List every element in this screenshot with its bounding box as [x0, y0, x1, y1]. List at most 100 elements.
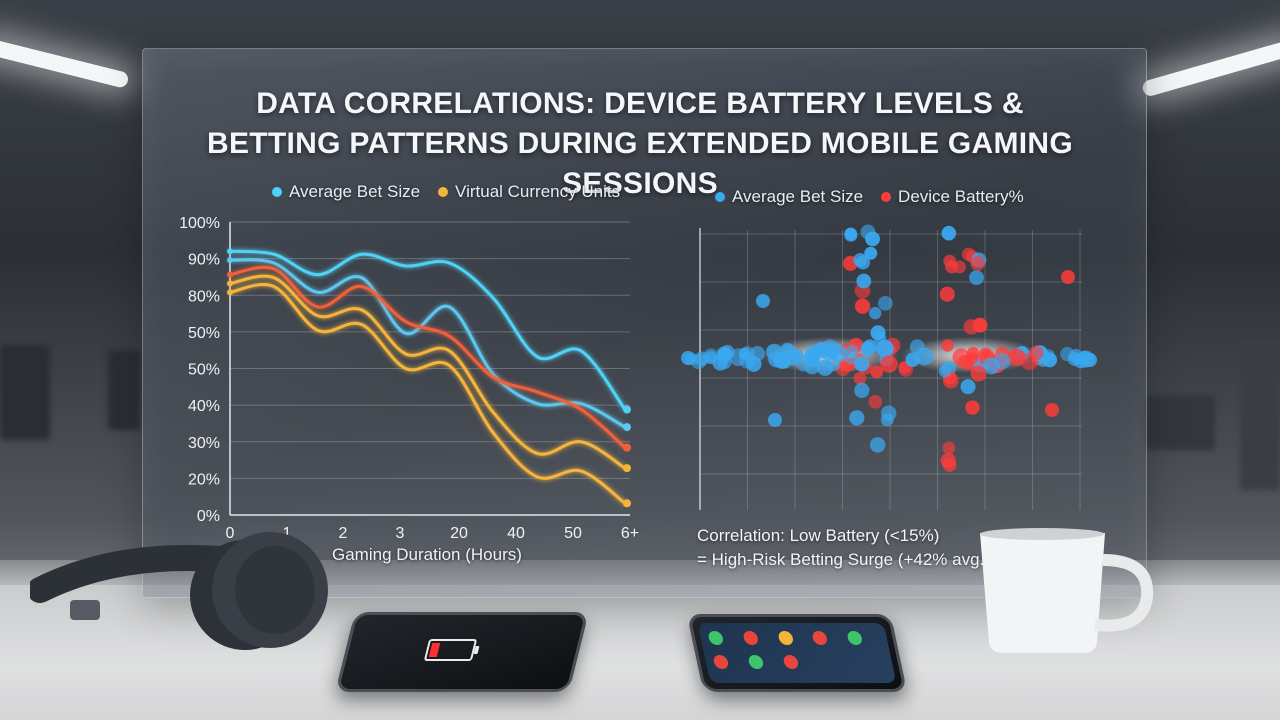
series-line	[228, 258, 627, 429]
scatter-point	[941, 339, 954, 352]
scatter-point	[1061, 270, 1075, 284]
scatter-point	[854, 382, 870, 398]
y-tick-label: 50%	[188, 362, 220, 379]
scatter-point	[869, 437, 886, 453]
scatter-point	[825, 356, 841, 372]
scatter-point	[969, 270, 984, 286]
y-tick-label: 80%	[188, 288, 220, 305]
scatter-point	[756, 294, 770, 308]
scatter-point	[905, 352, 920, 368]
scatter-point	[939, 286, 955, 302]
scatter-point	[877, 296, 893, 311]
chip-icon	[776, 631, 794, 645]
scatter-point	[681, 351, 695, 365]
scatter-point	[719, 344, 735, 360]
x-tick-label: 50	[564, 525, 582, 542]
scatter-point	[865, 231, 880, 247]
scatter-point	[853, 371, 867, 385]
legend-item-device-battery: Device Battery%	[881, 187, 1024, 207]
scatter-point	[965, 400, 980, 415]
phone-betting-app	[686, 614, 908, 692]
background-monitor-right	[1145, 395, 1215, 450]
scatter-point	[940, 452, 956, 469]
x-tick-label: 6+	[621, 525, 639, 542]
scatter-point	[1060, 347, 1075, 362]
series-start-point	[227, 257, 233, 264]
y-tick-label: 90%	[188, 252, 220, 269]
legend-dot-device-battery	[881, 192, 892, 202]
y-tick-label: 100%	[179, 215, 220, 232]
scatter-point	[938, 364, 952, 378]
annotation-line-1: Correlation: Low Battery (<15%)	[697, 526, 940, 545]
y-tick-label: 40%	[188, 398, 220, 415]
scatter-point	[768, 413, 782, 427]
y-tick-label: 30%	[188, 435, 220, 452]
legend-label-device-battery: Device Battery%	[898, 187, 1024, 206]
series-start-point	[227, 289, 233, 296]
headphones	[30, 532, 328, 650]
annotation-line-2: = High-Risk Betting Surge (+42% avg. wag…	[697, 550, 1041, 569]
chip-icon	[747, 655, 765, 669]
x-tick-label: 3	[396, 525, 405, 542]
line-chart-grid	[230, 221, 630, 479]
scatter-point	[880, 405, 897, 421]
scatter-point	[880, 355, 898, 373]
line-chart-legend: Average Bet Size Virtual Currency Units	[272, 182, 620, 202]
scatter-point	[909, 339, 925, 355]
scatter-point	[942, 441, 956, 455]
legend-dot-bet-size	[272, 187, 282, 197]
series-line	[228, 265, 627, 450]
scatter-point	[768, 351, 785, 368]
line-chart-x-ticks: 0 1 2 3 20 40 50 6+	[226, 525, 640, 542]
background-cabinet-right	[1240, 340, 1280, 490]
x-tick-label: 0	[226, 525, 235, 542]
legend-dot-virtual-currency	[438, 187, 449, 197]
chip-icon	[707, 631, 725, 645]
scatter-point	[864, 246, 878, 260]
background-monitor-left-2	[108, 350, 140, 430]
chip-icon	[846, 631, 864, 645]
scatter-point	[856, 273, 872, 289]
scatter-point	[807, 354, 821, 367]
x-tick-label: 40	[507, 525, 525, 542]
chip-icon	[742, 631, 760, 645]
coffee-mug	[980, 528, 1154, 653]
scatter-point	[849, 410, 865, 426]
series-end-point	[623, 464, 631, 473]
line-chart-y-ticks: 0% 20% 30% 40% 50% 50% 80% 90% 100%	[179, 215, 220, 525]
scatter-point	[943, 254, 957, 268]
scatter-point	[868, 394, 883, 409]
scatter-point	[958, 354, 974, 370]
series-end-point	[623, 405, 631, 414]
battery-low-icon	[423, 639, 478, 661]
series-start-point	[227, 271, 233, 278]
x-tick-label: 1	[283, 525, 292, 542]
scatter-point	[854, 356, 870, 372]
series-start-point	[227, 248, 233, 255]
scatter-point	[1008, 348, 1026, 367]
correlation-annotation: Correlation: Low Battery (<15%) = High-R…	[697, 524, 1041, 572]
scatter-point	[970, 365, 987, 382]
line-chart-x-axis-title: Gaming Duration (Hours)	[332, 545, 522, 564]
scatter-point	[814, 341, 829, 357]
scatter-point	[960, 379, 976, 395]
y-tick-label: 50%	[188, 325, 220, 342]
series-end-point	[623, 423, 631, 432]
scatter-point	[970, 256, 986, 271]
line-chart: 0% 20% 30% 40% 50% 50% 80% 90% 100% 0 1 2 3 20 40 50 6+	[179, 215, 639, 542]
phone-low-battery	[335, 612, 589, 692]
y-tick-label: 20%	[188, 471, 220, 488]
scatter-point	[740, 346, 755, 361]
series-line	[228, 249, 627, 412]
scatter-point	[704, 351, 718, 365]
series-start-point	[227, 280, 233, 287]
legend-label-scatter-bet-size: Average Bet Size	[732, 187, 864, 206]
scatter-chart-points	[681, 224, 1097, 472]
chart-title: DATA CORRELATIONS: DEVICE BATTERY LEVELS…	[206, 87, 1074, 200]
scatter-point	[785, 350, 801, 366]
betting-app-screen	[697, 623, 897, 683]
legend-label-virtual-currency: Virtual Currency Units	[455, 182, 621, 201]
scatter-chart	[681, 224, 1097, 510]
scatter-point	[869, 306, 882, 320]
